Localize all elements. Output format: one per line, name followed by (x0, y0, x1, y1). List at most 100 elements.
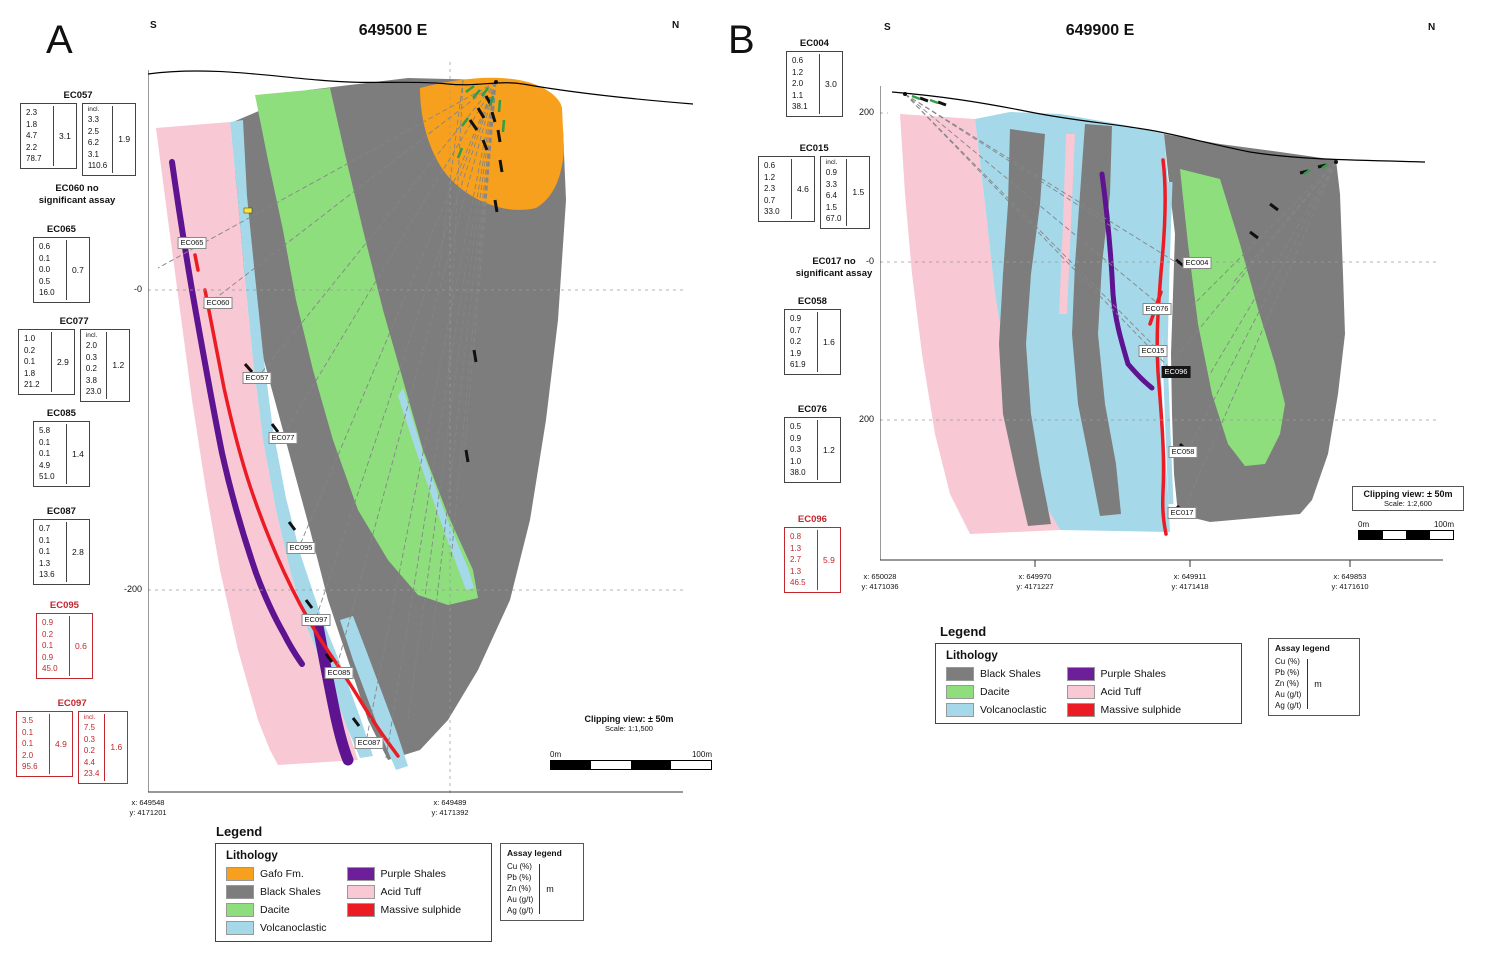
assay-box-ec015: EC015 0.6 1.2 2.3 0.7 33.0 4.6 incl. 0.9 3… (758, 143, 871, 229)
collar-intervals (911, 94, 1329, 176)
assay-legend-lines: Cu (%) Pb (%) Zn (%) Au (g/t) Ag (g/t) (507, 862, 534, 915)
drill-hole-label: EC095 (286, 542, 316, 554)
assay-interval: 0.7 (72, 264, 84, 275)
depth-tick: 200 (858, 107, 874, 117)
panel-a-south-label: S (150, 20, 157, 31)
assay-box-ec085: EC085 5.8 0.1 0.1 4.9 51.0 1.4 (33, 408, 90, 487)
incl-label: incl. (83, 714, 96, 721)
drill-hole-label: EC065 (177, 237, 207, 249)
assay-interval: 1.4 (72, 448, 84, 459)
panel-a-north-label: N (672, 20, 680, 31)
topographic-surface (148, 70, 693, 105)
scale-bar-segments (550, 760, 712, 770)
clipping-scale-text: Scale: 1:2,600 (1384, 499, 1432, 508)
assay-legend-bracket (539, 863, 541, 914)
scale-bar: 0m 100m (550, 750, 712, 770)
legend-title: Legend (940, 624, 987, 639)
panel-b-title: 649900 E (1065, 22, 1135, 39)
assay-box-title: EC077 (59, 316, 89, 327)
drill-hole-label: EC076 (1142, 303, 1172, 315)
clipping-view-text: Clipping view: ± 50m (584, 714, 674, 724)
assay-box-ec057: EC057 2.3 1.8 4.7 2.2 78.7 3.1 incl. 3.3 2… (20, 90, 137, 176)
assay-box-ec087: EC087 0.7 0.1 0.1 1.3 13.6 2.8 (33, 506, 90, 585)
legend-item-label: Purple Shales (380, 868, 446, 880)
gafo-fm-swatch (226, 867, 254, 881)
legend-item: Black Shales (226, 885, 327, 899)
assay-legend: Assay legend Cu (%) Pb (%) Zn (%) Au (g/… (500, 843, 584, 921)
massive-sulphide-swatch (1066, 703, 1095, 717)
panel-a-title: 649500 E (358, 22, 428, 39)
incl-interval: 1.5 (852, 187, 865, 198)
legend-item: Volcanoclastic (946, 703, 1047, 717)
dacite-swatch (226, 903, 254, 917)
assay-box-ec076: EC076 0.5 0.9 0.3 1.0 38.0 1.2 (784, 404, 841, 483)
incl-values: 7.5 0.3 0.2 4.4 23.4 (83, 723, 100, 778)
scale-bar-start: 0m (550, 750, 562, 759)
assay-legend: Assay legend Cu (%) Pb (%) Zn (%) Au (g/… (1268, 638, 1360, 716)
panel-a-letter: A (46, 18, 73, 62)
clipping-scale-text: Scale: 1:1,500 (605, 724, 653, 733)
legend-item: Massive sulphide (346, 903, 461, 917)
assay-legend-title: Assay legend (1275, 643, 1330, 653)
no-assay-note: EC017 no significant assay (795, 256, 873, 279)
incl-label: incl. (87, 106, 100, 113)
assay-values: 0.8 1.3 2.7 1.3 46.5 (788, 530, 818, 590)
legend-item: Dacite (946, 685, 1047, 699)
no-assay-note: EC060 no significant assay (38, 183, 116, 206)
purple-shales-band (312, 620, 354, 766)
legend-item-label: Dacite (260, 904, 290, 916)
assay-interval: 4.9 (55, 738, 67, 749)
drill-hole-traces (157, 79, 497, 759)
drill-hole-label: EC096 (1161, 366, 1191, 378)
black-shales-swatch (946, 667, 974, 681)
scale-bar-end: 100m (691, 750, 712, 759)
drill-hole-label: EC017 (1167, 507, 1197, 519)
assay-interval: 3.1 (59, 130, 71, 141)
incl-label: incl. (825, 159, 838, 166)
assay-legend-bracket (1307, 658, 1309, 709)
legend-item: Gafo Fm. (226, 867, 327, 881)
assay-values: 0.6 1.2 2.0 1.1 38.1 (790, 54, 820, 114)
assay-values: 2.3 1.8 4.7 2.2 78.7 (24, 106, 54, 166)
section-coordinate: x: 649970 y: 4171227 (1016, 572, 1054, 591)
assay-values: 3.5 0.1 0.1 2.0 95.6 (20, 714, 50, 774)
dacite-body (1180, 169, 1285, 466)
legend-item-label: Gafo Fm. (260, 868, 304, 880)
purple-shales-swatch (346, 867, 375, 881)
axes (880, 86, 1443, 567)
assay-interval: 1.6 (823, 336, 835, 347)
assay-box-ec097: EC097 3.5 0.1 0.1 2.0 95.6 4.9 incl. 7.5 0… (16, 698, 129, 784)
topographic-surface (891, 91, 1426, 163)
legend-item-label: Black Shales (260, 886, 321, 898)
assay-box-ec077: EC077 1.0 0.2 0.1 1.8 21.2 2.9 incl. 2.0 0… (18, 316, 131, 402)
depth-tick: -0 (865, 256, 874, 266)
section-coordinate: x: 649548 y: 4171201 (129, 798, 167, 817)
volcanoclastic-stripe (230, 120, 373, 758)
black-shales-swatch (226, 885, 254, 899)
volcanoclastic-stripe (398, 388, 474, 590)
assay-values: 0.9 0.7 0.2 1.9 61.9 (788, 312, 818, 372)
black-shales-band (1072, 124, 1121, 516)
incl-values: 0.9 3.3 6.4 1.5 67.0 (825, 168, 842, 223)
depth-gridlines (148, 62, 683, 796)
section-coordinate: x: 650028 y: 4171036 (861, 572, 899, 591)
incl-interval: 1.9 (118, 134, 131, 145)
dacite-swatch (946, 685, 974, 699)
scale-bar-end: 100m (1433, 520, 1454, 529)
assay-box-title: EC065 (46, 224, 76, 235)
assay-interval: 2.9 (57, 356, 69, 367)
legend-item-label: Massive sulphide (1100, 704, 1182, 716)
purple-shales-band (1099, 171, 1155, 391)
assay-box-title: EC015 (799, 143, 829, 154)
legend-item: Massive sulphide (1066, 703, 1182, 717)
incl-label: incl. (85, 332, 98, 339)
cross-section-a (148, 62, 693, 796)
drill-hole-label: EC057 (242, 372, 272, 384)
legend-item-label: Purple Shales (1100, 668, 1166, 680)
legend-item-label: Black Shales (980, 668, 1041, 680)
clipping-note: Clipping view: ± 50m Scale: 1:1,500 (565, 714, 693, 733)
assay-values: 0.6 0.1 0.0 0.5 16.0 (37, 240, 67, 300)
assay-box-title: EC085 (46, 408, 76, 419)
drill-hole-label: EC004 (1182, 257, 1212, 269)
legend-item: Acid Tuff (1066, 685, 1182, 699)
